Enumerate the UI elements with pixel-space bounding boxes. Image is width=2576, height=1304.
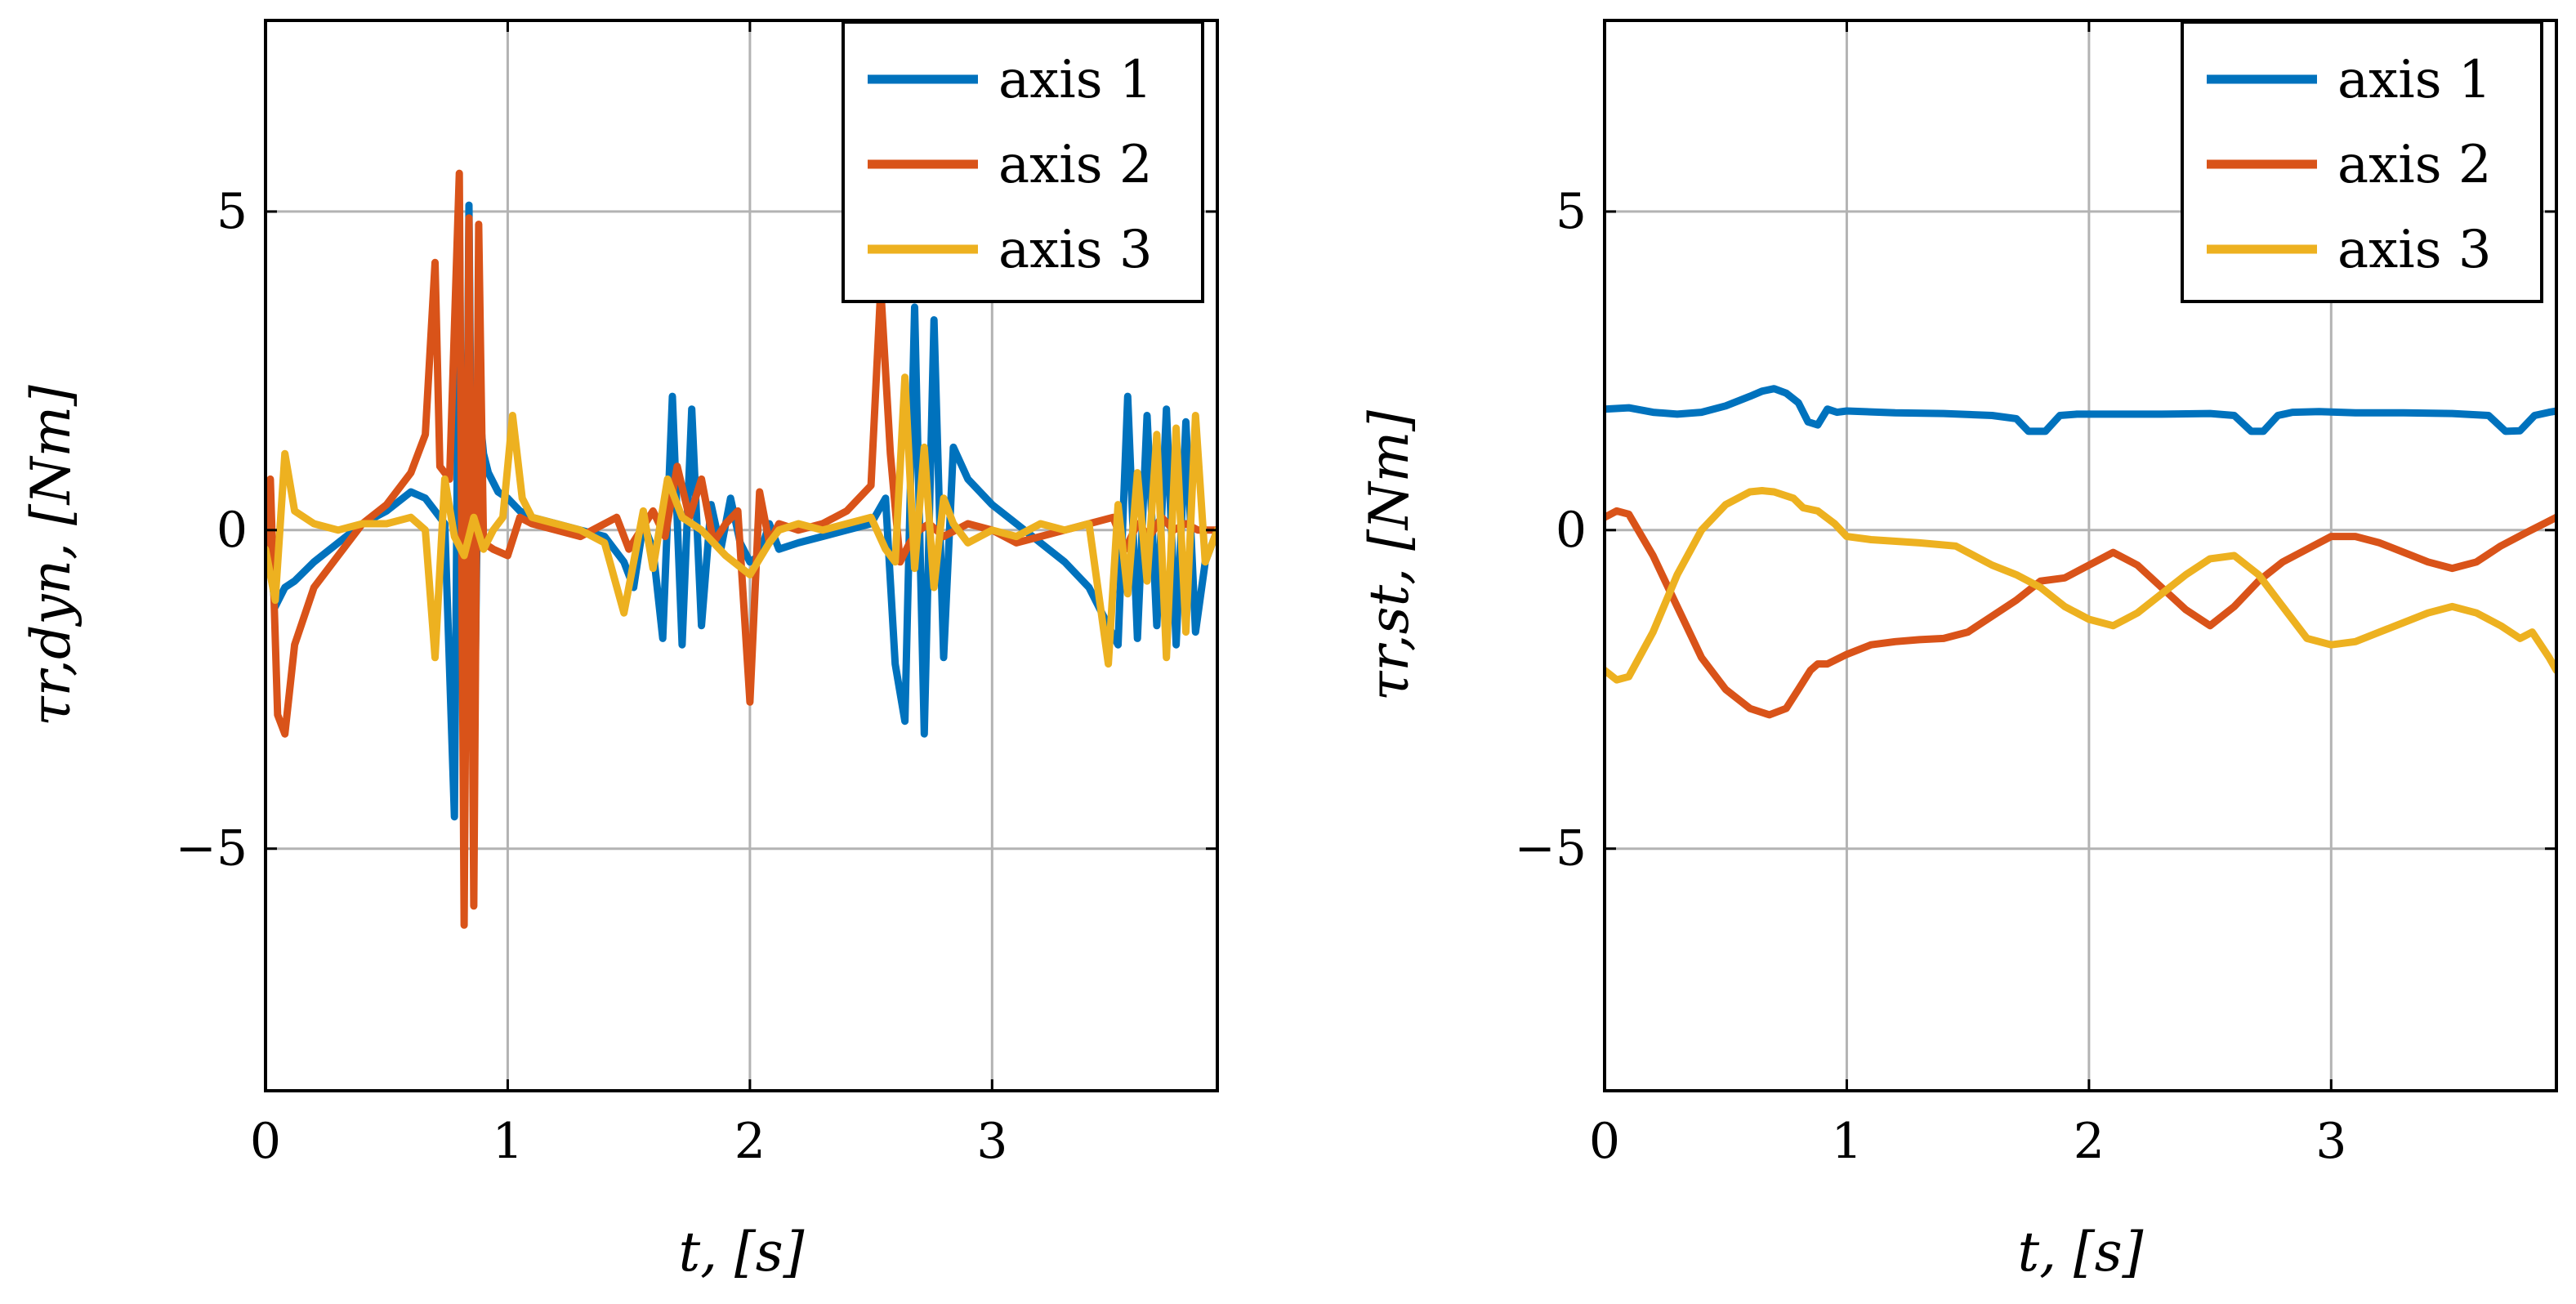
y-tick-label: 0: [1556, 502, 1587, 559]
x-axis-label: t, [s]: [2018, 1221, 2144, 1284]
series-line-axis-1: [1605, 385, 2556, 435]
y-tick-label: −5: [176, 820, 248, 878]
legend-label: axis 2: [998, 135, 1153, 195]
legend-label: axis 1: [2337, 50, 2492, 110]
legend-label: axis 3: [2337, 220, 2492, 280]
series-group: [266, 169, 1217, 929]
series-line-axis-1: [266, 201, 1217, 833]
y-tick-label: 5: [217, 183, 248, 240]
series-group: [1605, 385, 2556, 719]
x-tick-label: 1: [1831, 1113, 1862, 1170]
legend-label: axis 3: [998, 220, 1153, 280]
y-tick-label: 5: [1556, 183, 1587, 240]
y-axis-label: τr,dyn, [Nm]: [20, 385, 83, 726]
x-tick-label: 3: [976, 1113, 1007, 1170]
x-tick-label: 2: [734, 1113, 766, 1170]
x-axis-label: t, [s]: [679, 1221, 805, 1284]
y-axis-label: τr,st, [Nm]: [1358, 410, 1421, 701]
x-tick-label: 0: [1589, 1113, 1620, 1170]
series-line-axis-3: [266, 373, 1217, 668]
legend: axis 1 axis 2 axis 3: [842, 20, 1204, 303]
y-tick-label: −5: [1515, 820, 1587, 878]
series-line-axis-2: [266, 169, 1217, 929]
x-tick-label: 2: [2074, 1113, 2105, 1170]
x-tick-label: 0: [250, 1113, 281, 1170]
series-line-axis-2: [1605, 507, 2556, 719]
x-tick-label: 3: [2315, 1113, 2346, 1170]
legend-label: axis 2: [2337, 135, 2492, 195]
legend: axis 1 axis 2 axis 3: [2181, 20, 2543, 303]
series-line-axis-3: [1605, 487, 2556, 684]
plot-frame: [264, 19, 1219, 1092]
plot-frame: [1603, 19, 2558, 1092]
legend-label: axis 1: [998, 50, 1153, 110]
x-tick-label: 1: [492, 1113, 523, 1170]
y-tick-label: 0: [217, 502, 248, 559]
